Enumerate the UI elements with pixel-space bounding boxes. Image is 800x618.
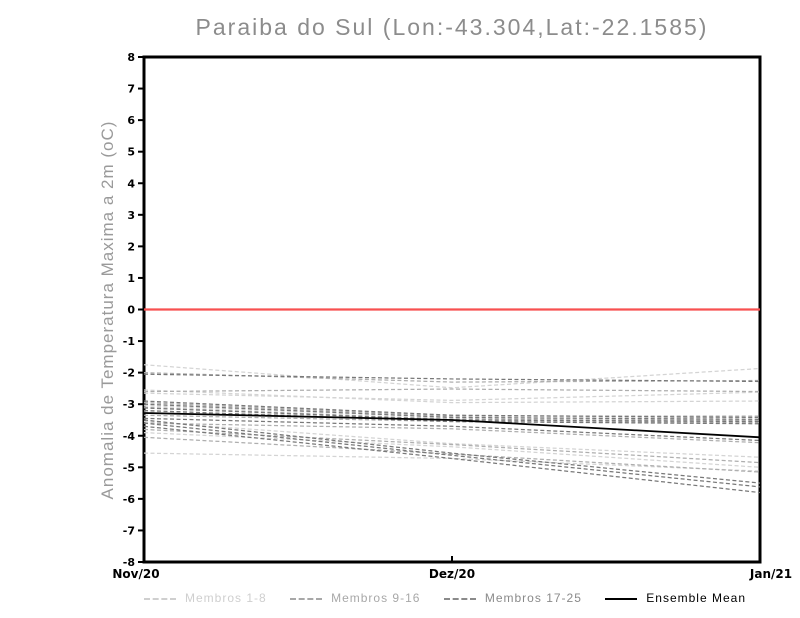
member-line [143,417,761,442]
legend: Membros 1-8 Membros 9-16 Membros 17-25 E… [144,591,746,605]
chart-title: Paraiba do Sul (Lon:-43.304,Lat:-22.1585… [195,14,709,40]
y-tick-label: -5 [123,461,135,474]
legend-item-ensemble-mean: Ensemble Mean [605,591,746,605]
member-line [143,388,761,393]
y-tick-label: 6 [127,114,135,127]
legend-label: Membros 9-16 [331,591,421,605]
y-tick-label: -7 [123,524,135,537]
legend-item-membros-17-25: Membros 17-25 [443,591,582,605]
y-tick-label: 5 [127,146,135,159]
y-tick-label: 2 [127,240,135,253]
member-line [143,422,761,488]
member-line [143,400,761,419]
member-line [143,373,761,383]
x-tick-label: Nov/20 [112,567,159,581]
member-line [143,403,761,420]
member-line [143,436,761,473]
y-tick-label: 7 [127,83,135,96]
y-tick-label: -3 [123,398,135,411]
member-line [143,409,761,425]
y-tick-label: -8 [123,556,135,569]
member-line [143,372,761,383]
legend-label: Membros 17-25 [484,591,582,605]
legend-item-membros-1-8: Membros 1-8 [144,591,267,605]
y-tick-label: -6 [123,493,136,506]
y-tick-label: -1 [123,335,135,348]
x-tick-label: Dez/20 [429,567,475,581]
member-line [143,422,761,444]
y-tick-label: 0 [127,304,135,317]
member-line [143,420,761,458]
x-tick-label: Jan/21 [749,567,792,581]
member-line [143,425,761,494]
legend-line-sample [605,597,638,600]
member-line [143,428,761,464]
legend-label: Ensemble Mean [646,591,746,605]
y-tick-label: 1 [127,272,135,285]
y-tick-label: 3 [127,209,135,222]
y-tick-label: 4 [127,177,135,190]
member-line [143,389,761,404]
legend-label: Membros 1-8 [185,591,267,605]
ensemble-mean-line [143,412,761,439]
member-line [143,431,761,468]
y-tick-label: -4 [123,430,136,443]
member-line [143,452,761,472]
member-line [143,391,761,402]
legend-line-sample [443,597,476,600]
legend-line-sample [144,597,176,600]
y-tick-label: 8 [127,51,135,64]
legend-item-membros-9-16: Membros 9-16 [290,591,420,605]
member-line [143,411,761,420]
member-line [143,364,761,389]
y-tick-label: -2 [123,367,135,380]
member-line [143,419,761,484]
legend-line-sample [290,597,323,600]
